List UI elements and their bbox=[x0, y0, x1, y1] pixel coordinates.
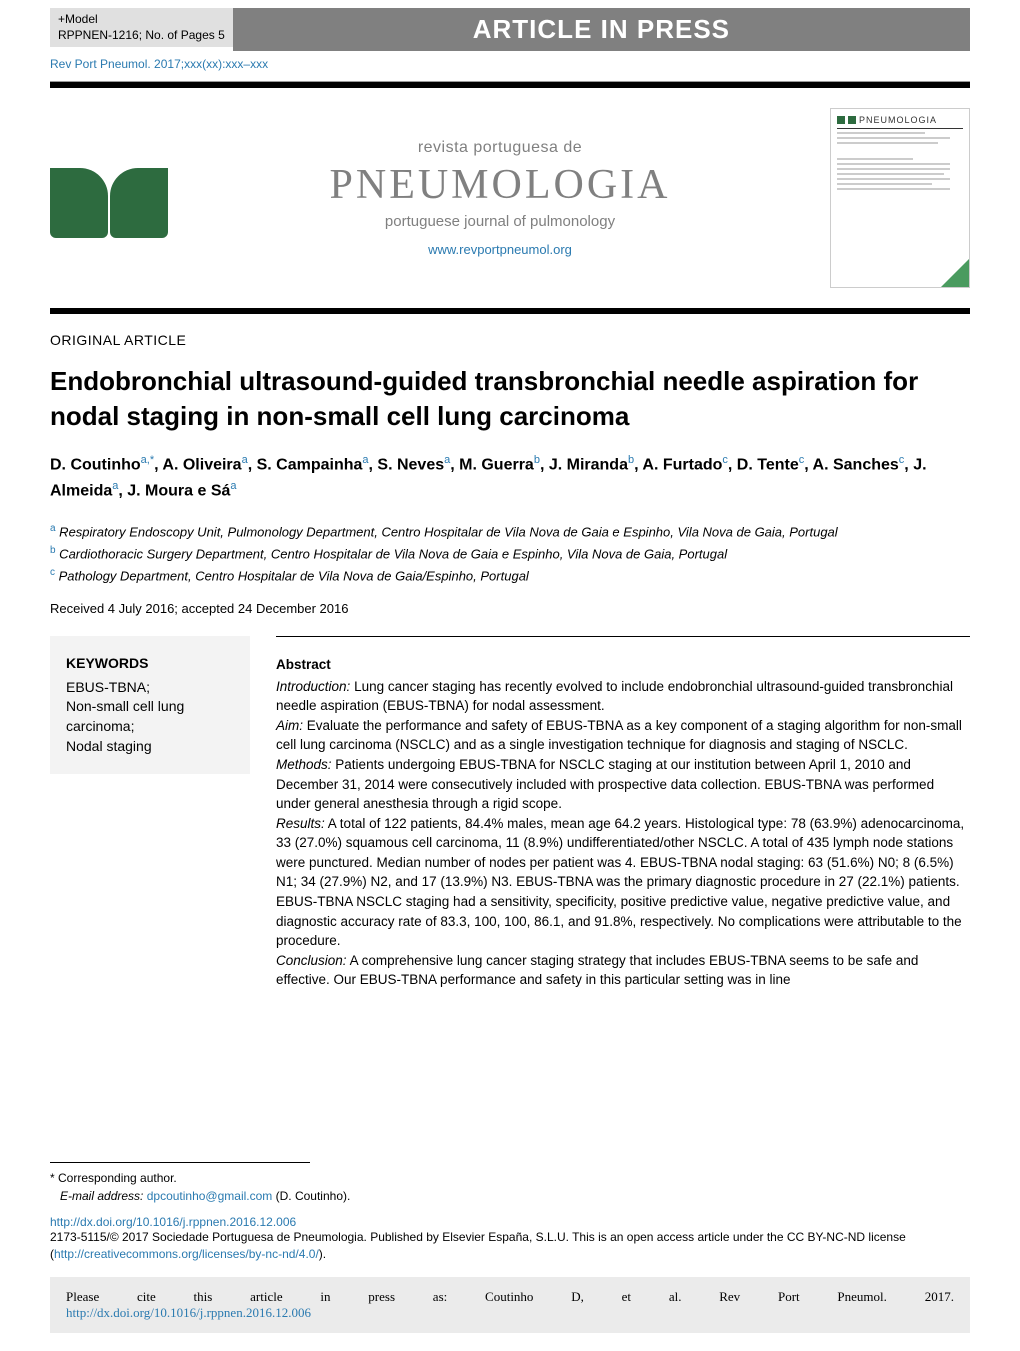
abstract-aim: Aim: Evaluate the performance and safety… bbox=[276, 716, 970, 755]
page-footer: * Corresponding author. E-mail address: … bbox=[0, 1162, 1020, 1333]
methods-label: Methods: bbox=[276, 757, 332, 772]
cite-word: Coutinho bbox=[485, 1289, 533, 1305]
article-dates: Received 4 July 2016; accepted 24 Decemb… bbox=[0, 601, 1020, 636]
license-text: 2173-5115/© 2017 Sociedade Portuguesa de… bbox=[50, 1229, 970, 1263]
corresponding-author-footnote: * Corresponding author. E-mail address: … bbox=[50, 1169, 970, 1205]
affiliation-line: c Pathology Department, Centro Hospitala… bbox=[50, 565, 970, 587]
model-id-box: +Model RPPNEN-1216; No. of Pages 5 bbox=[50, 8, 233, 47]
cite-word: Pneumol. bbox=[837, 1289, 886, 1305]
preprint-header: +Model RPPNEN-1216; No. of Pages 5 ARTIC… bbox=[0, 0, 1020, 51]
journal-masthead: revista portuguesa de PNEUMOLOGIA portug… bbox=[0, 88, 1020, 308]
abstract-body: Abstract Introduction: Lung cancer stagi… bbox=[276, 636, 970, 990]
journal-citation-link[interactable]: Rev Port Pneumol. 2017;xxx(xx):xxx–xxx bbox=[0, 51, 1020, 81]
license-post: ). bbox=[319, 1247, 326, 1261]
email-line: E-mail address: dpcoutinho@gmail.com (D.… bbox=[50, 1187, 970, 1205]
cite-word: et bbox=[622, 1289, 631, 1305]
cite-word: al. bbox=[669, 1289, 682, 1305]
article-section-label: ORIGINAL ARTICLE bbox=[0, 314, 1020, 354]
methods-text: Patients undergoing EBUS-TBNA for NSCLC … bbox=[276, 757, 934, 811]
aim-label: Aim: bbox=[276, 718, 303, 733]
journal-subtitle-top: revista portuguesa de bbox=[330, 139, 671, 157]
keywords-box: KEYWORDS EBUS-TBNA;Non-small cell lung c… bbox=[50, 636, 250, 774]
abstract-introduction: Introduction: Lung cancer staging has re… bbox=[276, 677, 970, 716]
abstract-results: Results: A total of 122 patients, 84.4% … bbox=[276, 814, 970, 951]
cite-word: in bbox=[320, 1289, 330, 1305]
introduction-label: Introduction: bbox=[276, 679, 350, 694]
cover-logo-icon: PNEUMOLOGIA bbox=[837, 115, 963, 125]
cite-word: Port bbox=[778, 1289, 800, 1305]
conclusion-label: Conclusion: bbox=[276, 953, 347, 968]
introduction-text: Lung cancer staging has recently evolved… bbox=[276, 679, 953, 714]
model-pages: RPPNEN-1216; No. of Pages 5 bbox=[58, 28, 225, 44]
results-text: A total of 122 patients, 84.4% males, me… bbox=[276, 816, 964, 948]
license-link[interactable]: http://creativecommons.org/licenses/by-n… bbox=[54, 1247, 319, 1261]
email-suffix: (D. Coutinho). bbox=[272, 1189, 350, 1203]
results-label: Results: bbox=[276, 816, 325, 831]
book-icon-left bbox=[50, 168, 108, 238]
keyword-item: Nodal staging bbox=[66, 737, 234, 757]
cite-text-row: Please cite this article in press as: Coutinho D… bbox=[66, 1289, 954, 1305]
abstract-heading: Abstract bbox=[276, 655, 970, 675]
affiliation-line: b Cardiothoracic Surgery Department, Cen… bbox=[50, 543, 970, 565]
journal-title: PNEUMOLOGIA bbox=[330, 161, 671, 209]
keywords-list: EBUS-TBNA;Non-small cell lung carcinoma;… bbox=[66, 678, 234, 756]
cite-word: Rev bbox=[719, 1289, 740, 1305]
keyword-item: Non-small cell lung carcinoma; bbox=[66, 697, 234, 736]
email-label: E-mail address: bbox=[60, 1189, 147, 1203]
model-label: +Model bbox=[58, 12, 225, 28]
cite-word: this bbox=[194, 1289, 213, 1305]
article-title: Endobronchial ultrasound-guided transbro… bbox=[0, 354, 1020, 452]
corresponding-label: * Corresponding author. bbox=[50, 1169, 970, 1187]
journal-cover-thumbnail: PNEUMOLOGIA bbox=[830, 108, 970, 288]
journal-logo-icon bbox=[50, 158, 170, 238]
cite-word: D, bbox=[571, 1289, 584, 1305]
cite-word: Please bbox=[66, 1289, 99, 1305]
cite-word: cite bbox=[137, 1289, 156, 1305]
affiliation-line: a Respiratory Endoscopy Unit, Pulmonolog… bbox=[50, 521, 970, 543]
journal-subtitle-bottom: portuguese journal of pulmonology bbox=[330, 213, 671, 230]
aim-text: Evaluate the performance and safety of E… bbox=[276, 718, 962, 753]
cite-word: as: bbox=[433, 1289, 447, 1305]
doi-link[interactable]: http://dx.doi.org/10.1016/j.rppnen.2016.… bbox=[50, 1215, 970, 1229]
affiliations: a Respiratory Endoscopy Unit, Pulmonolog… bbox=[0, 521, 1020, 601]
keywords-heading: KEYWORDS bbox=[66, 654, 234, 674]
journal-url-link[interactable]: www.revportpneumol.org bbox=[330, 242, 671, 257]
cite-word: 2017. bbox=[925, 1289, 954, 1305]
cite-doi-link[interactable]: http://dx.doi.org/10.1016/j.rppnen.2016.… bbox=[66, 1305, 311, 1320]
conclusion-text: A comprehensive lung cancer staging stra… bbox=[276, 953, 918, 988]
cite-word: article bbox=[250, 1289, 282, 1305]
abstract-keywords-block: KEYWORDS EBUS-TBNA;Non-small cell lung c… bbox=[50, 636, 970, 990]
cover-corner-icon bbox=[941, 259, 969, 287]
keyword-item: EBUS-TBNA; bbox=[66, 678, 234, 698]
author-list: D. Coutinhoa,*, A. Oliveiraa, S. Campain… bbox=[0, 452, 1020, 521]
article-in-press-banner: ARTICLE IN PRESS bbox=[233, 8, 970, 51]
cover-title: PNEUMOLOGIA bbox=[859, 115, 937, 125]
cite-word: press bbox=[368, 1289, 395, 1305]
masthead-center: revista portuguesa de PNEUMOLOGIA portug… bbox=[330, 139, 671, 257]
abstract-conclusion: Conclusion: A comprehensive lung cancer … bbox=[276, 951, 970, 990]
footnote-rule bbox=[50, 1162, 310, 1163]
cite-this-article-box: Please cite this article in press as: Coutinho D… bbox=[50, 1277, 970, 1333]
author-email-link[interactable]: dpcoutinho@gmail.com bbox=[147, 1189, 273, 1203]
abstract-methods: Methods: Patients undergoing EBUS-TBNA f… bbox=[276, 755, 970, 814]
book-icon-right bbox=[110, 168, 168, 238]
